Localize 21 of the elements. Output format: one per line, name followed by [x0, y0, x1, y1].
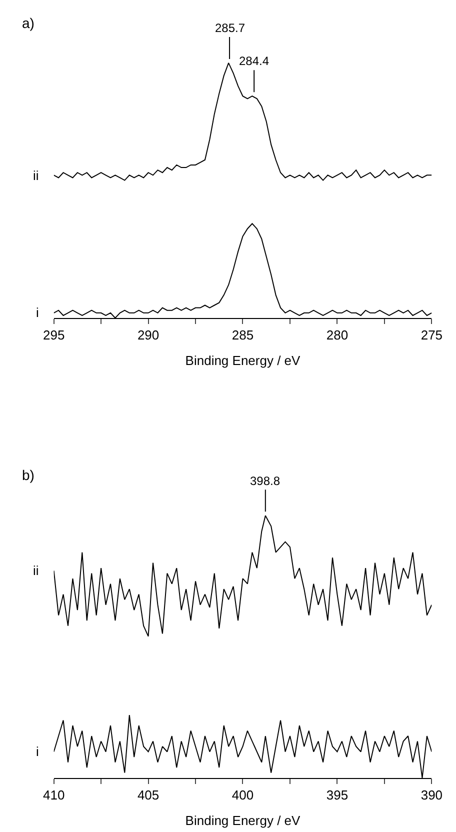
- annotation: 398.8: [250, 474, 280, 488]
- x-tick-label: 405: [137, 788, 160, 803]
- x-tick-label: 280: [326, 328, 348, 343]
- series-label: ii: [33, 563, 39, 578]
- x-axis-title: Binding Energy / eV: [185, 353, 301, 368]
- series-label: ii: [33, 168, 39, 183]
- series-label: i: [36, 305, 39, 320]
- x-tick-label: 275: [420, 328, 443, 343]
- x-tick-label: 390: [420, 788, 443, 803]
- x-tick-label: 400: [232, 788, 254, 803]
- x-tick-label: 285: [232, 328, 254, 343]
- annotation: 285.7: [215, 21, 246, 35]
- series-label: i: [36, 744, 39, 759]
- x-axis-title: Binding Energy / eV: [185, 813, 301, 828]
- chart-title: a): [22, 15, 34, 31]
- x-tick-label: 395: [326, 788, 348, 803]
- x-tick-label: 410: [42, 788, 65, 803]
- x-tick-label: 290: [137, 328, 160, 343]
- x-tick-label: 295: [42, 328, 65, 343]
- annotation: 284.4: [239, 54, 270, 68]
- chart-title: b): [22, 467, 34, 483]
